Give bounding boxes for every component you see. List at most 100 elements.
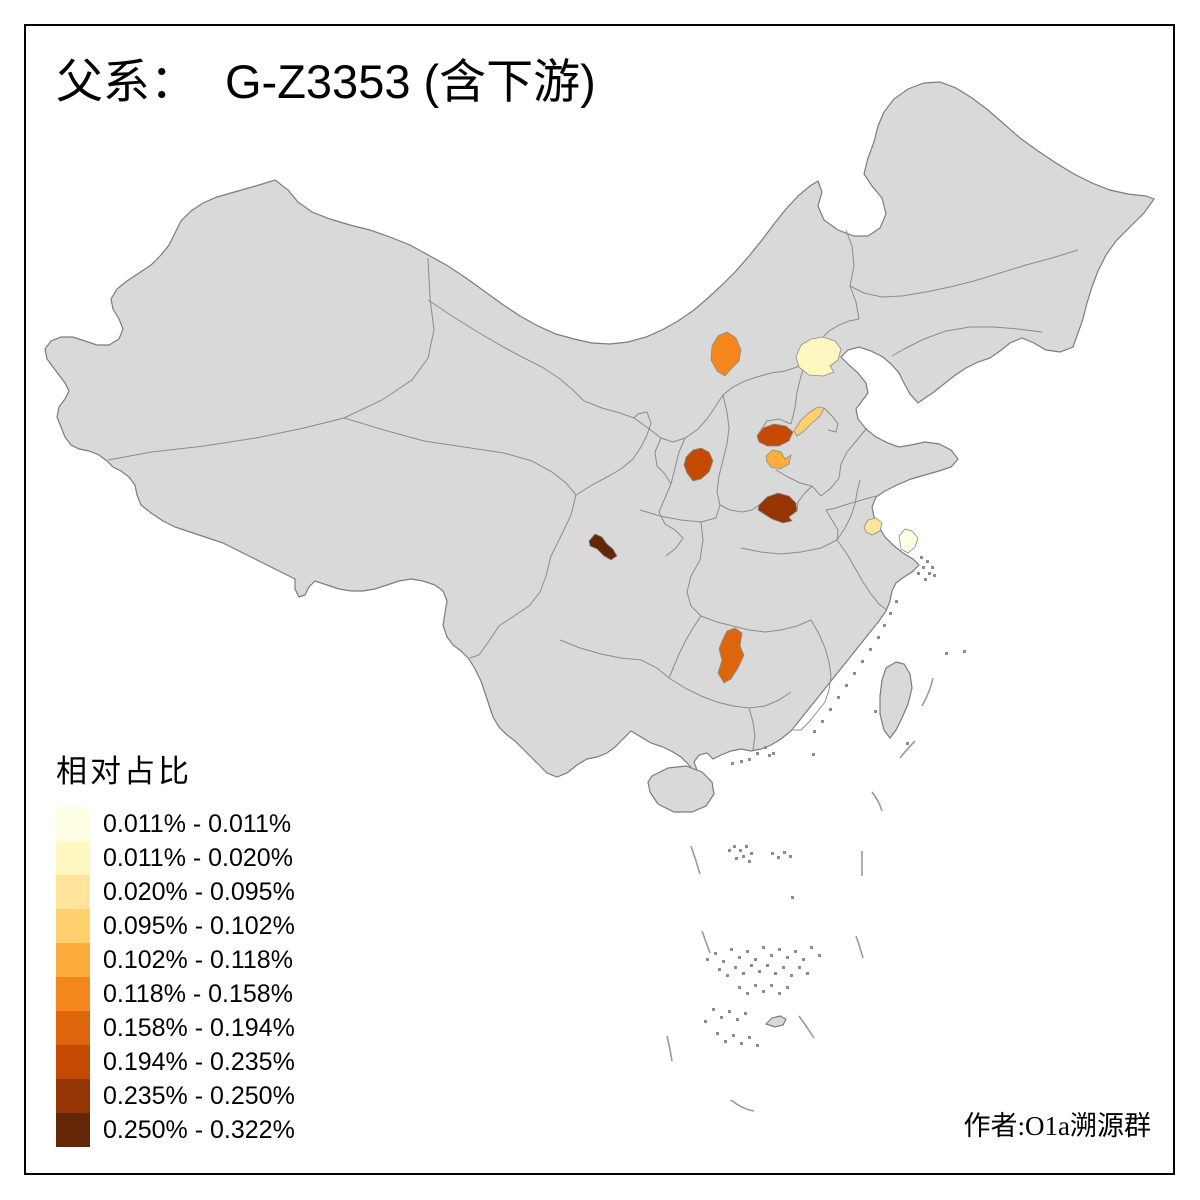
islet-dot bbox=[738, 986, 741, 989]
legend-swatch bbox=[56, 1113, 90, 1147]
islet-dot bbox=[790, 974, 793, 977]
islet-dot bbox=[742, 972, 745, 975]
author-credit: 作者:O1a溯源群 bbox=[963, 1111, 1151, 1141]
islet-dot bbox=[874, 710, 877, 713]
islet-dot bbox=[731, 762, 734, 765]
islet-dot bbox=[774, 972, 777, 975]
islet-dot bbox=[853, 672, 856, 675]
islet-dot bbox=[770, 984, 773, 987]
islet-dot bbox=[791, 896, 794, 899]
legend-class-label: 0.095% - 0.102% bbox=[103, 911, 295, 940]
legend-row: 0.118% - 0.158% bbox=[56, 977, 295, 1011]
islet-dot bbox=[744, 1012, 747, 1015]
taiwan-island-shape bbox=[879, 661, 913, 739]
taiping-islet-shape bbox=[764, 1015, 787, 1028]
islet-dot bbox=[810, 946, 813, 949]
islet-dot bbox=[750, 964, 753, 967]
legend-class-label: 0.250% - 0.322% bbox=[103, 1115, 295, 1144]
islet-dot bbox=[798, 966, 801, 969]
islet-dot bbox=[718, 968, 721, 971]
islet-dot bbox=[771, 852, 774, 855]
legend-swatch bbox=[56, 1011, 90, 1045]
legend-row: 0.235% - 0.250% bbox=[56, 1079, 295, 1113]
map-region-sichuan-small bbox=[588, 533, 618, 561]
islet-dot bbox=[889, 612, 892, 615]
legend-row: 0.011% - 0.011% bbox=[56, 807, 295, 841]
islet-dot bbox=[778, 948, 781, 951]
land-layer bbox=[44, 81, 1155, 1028]
islets-layer bbox=[704, 556, 966, 1047]
islet-dot bbox=[748, 758, 751, 761]
map-region-beijing bbox=[795, 336, 842, 377]
islet-dot bbox=[736, 1018, 739, 1021]
islet-dot bbox=[945, 652, 948, 655]
legend-swatch bbox=[56, 1079, 90, 1113]
legend-class-label: 0.011% - 0.020% bbox=[103, 843, 293, 872]
islet-dot bbox=[818, 954, 821, 957]
legend-row: 0.102% - 0.118% bbox=[56, 943, 295, 977]
page-title: 父系： G-Z3353 (含下游) bbox=[56, 56, 596, 110]
islet-dot bbox=[704, 1020, 707, 1023]
islet-dot bbox=[735, 857, 738, 860]
hainan-island-shape bbox=[647, 765, 715, 813]
islet-dot bbox=[922, 566, 925, 569]
islet-dot bbox=[806, 972, 809, 975]
legend-class-label: 0.020% - 0.095% bbox=[103, 877, 295, 906]
mainland-china-shape bbox=[44, 81, 1155, 778]
legend-class-label: 0.118% - 0.158% bbox=[103, 979, 293, 1008]
islet-dot bbox=[789, 855, 792, 858]
islet-dot bbox=[786, 956, 789, 959]
legend-class-label: 0.158% - 0.194% bbox=[103, 1013, 295, 1042]
legend-swatch bbox=[56, 1045, 90, 1079]
legend-row: 0.250% - 0.322% bbox=[56, 1113, 295, 1147]
islet-dot bbox=[733, 845, 736, 848]
islet-dot bbox=[754, 958, 757, 961]
islet-dot bbox=[724, 1040, 727, 1043]
map-region-jiangsu-inland bbox=[863, 517, 883, 536]
islet-dot bbox=[917, 572, 920, 575]
province-borders-layer bbox=[107, 229, 1079, 751]
legend-swatch bbox=[56, 841, 90, 875]
islet-dot bbox=[740, 760, 743, 763]
legend-swatch bbox=[56, 909, 90, 943]
islet-dot bbox=[754, 984, 757, 987]
islet-dot bbox=[762, 990, 765, 993]
map-region-inner-mongolia-ulanqab bbox=[710, 331, 742, 377]
islet-dot bbox=[739, 849, 742, 852]
choropleth-regions-layer bbox=[588, 331, 919, 684]
legend-rows: 0.011% - 0.011% 0.011% - 0.020% 0.020% - 0… bbox=[56, 807, 295, 1147]
islet-dot bbox=[762, 946, 765, 949]
islet-dot bbox=[712, 1008, 715, 1011]
islet-dot bbox=[783, 851, 786, 854]
islet-dot bbox=[931, 566, 934, 569]
islet-dot bbox=[728, 849, 731, 852]
islet-dot bbox=[933, 574, 936, 577]
islet-dot bbox=[748, 1036, 751, 1039]
islet-dot bbox=[883, 624, 886, 627]
nine-dash-segment bbox=[855, 935, 864, 959]
map-region-shaanxi-yanan bbox=[683, 447, 714, 482]
islet-dot bbox=[895, 600, 898, 603]
legend-row: 0.194% - 0.235% bbox=[56, 1045, 295, 1079]
map-region-shanxi-south bbox=[765, 449, 792, 470]
islet-dot bbox=[758, 970, 761, 973]
nine-dash-segment bbox=[871, 791, 883, 812]
islet-dot bbox=[716, 1032, 719, 1035]
islet-dot bbox=[756, 1044, 759, 1047]
islet-dot bbox=[766, 964, 769, 967]
nine-dash-segment bbox=[701, 930, 711, 954]
islet-dot bbox=[764, 746, 767, 749]
legend-row: 0.020% - 0.095% bbox=[56, 875, 295, 909]
map-region-shanxi-taiyuan bbox=[756, 423, 794, 447]
legend-swatch bbox=[56, 875, 90, 909]
legend-class-label: 0.102% - 0.118% bbox=[103, 945, 293, 974]
legend-swatch bbox=[56, 807, 90, 841]
islet-dot bbox=[924, 578, 927, 581]
islet-dot bbox=[963, 650, 966, 653]
islet-dot bbox=[740, 1042, 743, 1045]
islet-dot bbox=[926, 560, 929, 563]
nine-dash-segment bbox=[798, 1015, 815, 1039]
islet-dot bbox=[726, 974, 729, 977]
map-region-hunan-huaihua bbox=[717, 627, 745, 684]
